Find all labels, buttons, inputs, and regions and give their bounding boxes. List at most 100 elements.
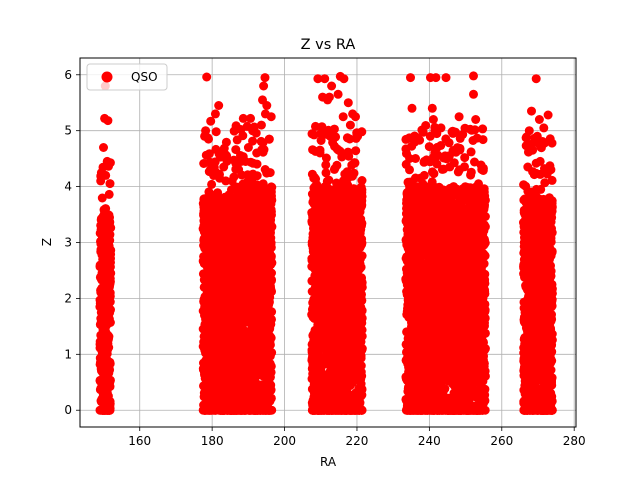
qso-point xyxy=(104,241,114,251)
qso-point xyxy=(259,261,269,271)
qso-points xyxy=(95,71,557,415)
qso-point xyxy=(348,209,358,219)
qso-point xyxy=(317,393,327,403)
qso-point xyxy=(341,275,351,285)
qso-point xyxy=(99,299,109,309)
qso-point xyxy=(335,323,345,333)
qso-point xyxy=(317,254,327,264)
qso-point xyxy=(329,164,339,174)
qso-point xyxy=(308,405,318,415)
qso-point xyxy=(207,179,217,189)
qso-point xyxy=(205,377,214,387)
qso-point xyxy=(343,390,352,400)
qso-point xyxy=(260,239,270,249)
qso-point xyxy=(317,311,327,321)
qso-point xyxy=(95,228,105,238)
qso-point xyxy=(265,282,275,291)
qso-point xyxy=(101,284,111,294)
qso-point xyxy=(308,395,318,405)
qso-point xyxy=(204,320,214,330)
qso-point xyxy=(262,168,272,178)
qso-point xyxy=(211,127,221,137)
qso-point xyxy=(307,218,317,228)
qso-point xyxy=(96,317,106,327)
qso-point xyxy=(232,192,242,202)
qso-point xyxy=(201,348,211,358)
qso-point xyxy=(103,363,113,373)
qso-point xyxy=(221,274,231,284)
qso-point xyxy=(342,133,352,143)
qso-point xyxy=(328,203,337,213)
qso-point xyxy=(331,405,341,415)
qso-point xyxy=(327,321,336,330)
qso-point xyxy=(211,267,221,277)
qso-point xyxy=(252,332,262,341)
qso-point xyxy=(330,338,340,348)
qso-point xyxy=(204,312,214,322)
qso-point xyxy=(233,293,243,303)
qso-point xyxy=(261,334,270,344)
qso-point xyxy=(206,364,216,374)
qso-point xyxy=(231,145,241,155)
qso-point xyxy=(210,190,220,200)
qso-point xyxy=(242,274,252,284)
qso-point xyxy=(311,208,321,217)
qso-point xyxy=(252,159,262,169)
qso-point xyxy=(310,247,320,257)
qso-point xyxy=(243,205,253,215)
qso-point xyxy=(199,252,209,261)
qso-point xyxy=(343,297,352,307)
qso-point xyxy=(354,253,364,263)
qso-point xyxy=(100,335,110,345)
qso-point xyxy=(311,232,321,242)
qso-point xyxy=(213,232,223,241)
qso-point xyxy=(255,247,265,257)
qso-point xyxy=(354,393,364,403)
qso-point xyxy=(212,298,222,308)
qso-point xyxy=(233,206,243,216)
qso-point xyxy=(267,222,277,232)
qso-point xyxy=(238,243,248,253)
qso-point xyxy=(355,238,365,248)
qso-point xyxy=(351,146,361,156)
qso-point xyxy=(324,285,334,295)
qso-point xyxy=(317,368,327,378)
qso-point xyxy=(245,405,255,415)
qso-point xyxy=(337,191,347,200)
qso-point xyxy=(245,292,255,302)
qso-point xyxy=(262,353,272,363)
qso-point xyxy=(326,254,336,264)
qso-point xyxy=(343,305,353,315)
qso-point xyxy=(102,311,112,321)
qso-point xyxy=(251,266,261,276)
qso-point xyxy=(248,359,258,369)
qso-point xyxy=(263,377,272,387)
qso-point xyxy=(248,384,258,394)
qso-point xyxy=(312,344,322,354)
qso-point xyxy=(243,251,252,261)
qso-point xyxy=(217,350,227,360)
qso-point xyxy=(256,201,266,211)
qso-point xyxy=(327,368,337,378)
qso-point xyxy=(351,133,361,143)
qso-point xyxy=(317,323,327,333)
qso-point xyxy=(357,176,367,185)
qso-point xyxy=(243,301,253,311)
qso-point xyxy=(312,180,322,189)
qso-point xyxy=(354,191,364,201)
qso-point xyxy=(351,352,361,362)
qso-point xyxy=(347,286,356,296)
qso-point xyxy=(259,391,269,401)
qso-point xyxy=(336,266,346,276)
qso-point xyxy=(260,366,270,376)
qso-point xyxy=(309,314,319,323)
qso-point xyxy=(247,376,257,386)
qso-point xyxy=(315,335,324,345)
qso-point xyxy=(208,275,218,285)
qso-point xyxy=(353,277,363,287)
qso-point xyxy=(238,338,247,348)
qso-point xyxy=(99,205,109,215)
qso-point xyxy=(104,276,114,286)
qso-point xyxy=(218,370,228,380)
